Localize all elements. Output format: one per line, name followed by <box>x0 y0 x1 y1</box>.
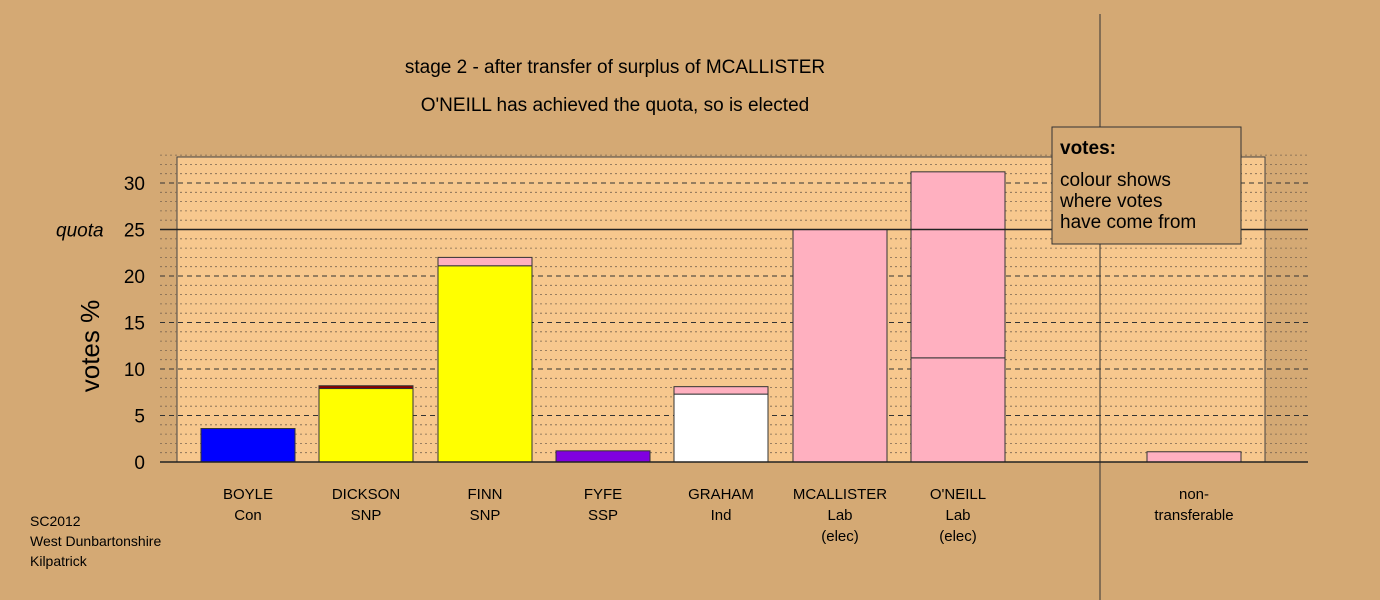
category-label: (elec) <box>939 528 977 545</box>
category-label: FINN <box>468 486 503 503</box>
y-tick-label: 5 <box>134 407 145 428</box>
bar-segment-3-0 <box>555 450 651 463</box>
category-label: DICKSON <box>332 486 400 503</box>
category-label: Lab <box>827 507 852 524</box>
category-label: FYFE <box>584 486 622 503</box>
legend-box <box>1051 126 1242 245</box>
chart-subtitle: O'NEILL has achieved the quota, so is el… <box>421 95 809 116</box>
source-label: Kilpatrick <box>30 553 88 569</box>
bar-segment-1-1 <box>318 385 414 390</box>
legend-text: colour shows <box>1060 170 1171 191</box>
category-label: non- <box>1179 486 1209 503</box>
bar-segment-6-0 <box>910 357 1006 463</box>
legend-text: where votes <box>1059 191 1162 212</box>
y-axis-label: votes % <box>75 300 105 393</box>
bar-segment-4-0 <box>673 393 769 463</box>
y-tick-label: 15 <box>124 314 145 335</box>
legend-title: votes: <box>1060 138 1116 159</box>
category-label: SSP <box>588 507 618 524</box>
bar-segment-6-1 <box>910 171 1006 359</box>
category-label: (elec) <box>821 528 859 545</box>
bar-segment-0-0 <box>200 428 296 463</box>
y-tick-label: 10 <box>124 360 145 381</box>
y-tick-label: 25 <box>124 221 145 242</box>
legend-text: have come from <box>1060 212 1196 233</box>
category-label: SNP <box>470 507 501 524</box>
category-label: Ind <box>711 507 732 524</box>
bar-segment-7-0 <box>1146 451 1242 463</box>
category-label: SNP <box>351 507 382 524</box>
y-tick-label: 30 <box>124 174 145 195</box>
quota-label: quota <box>56 221 104 242</box>
source-label: SC2012 <box>30 513 81 529</box>
category-label: GRAHAM <box>688 486 754 503</box>
category-label: MCALLISTER <box>793 486 887 503</box>
chart-title: stage 2 - after transfer of surplus of M… <box>405 57 825 78</box>
y-tick-label: 20 <box>124 267 145 288</box>
category-label: transferable <box>1154 507 1233 524</box>
y-tick-label: 0 <box>134 453 145 474</box>
bar-segment-2-0 <box>437 265 533 463</box>
category-label: Lab <box>945 507 970 524</box>
bar-segment-5-0 <box>792 229 888 463</box>
bar-segment-1-0 <box>318 388 414 463</box>
bar-segment-4-1 <box>673 386 769 395</box>
source-label: West Dunbartonshire <box>30 533 161 549</box>
bar-segment-2-1 <box>437 256 533 267</box>
category-label: Con <box>234 507 262 524</box>
category-label: BOYLE <box>223 486 273 503</box>
category-label: O'NEILL <box>930 486 986 503</box>
